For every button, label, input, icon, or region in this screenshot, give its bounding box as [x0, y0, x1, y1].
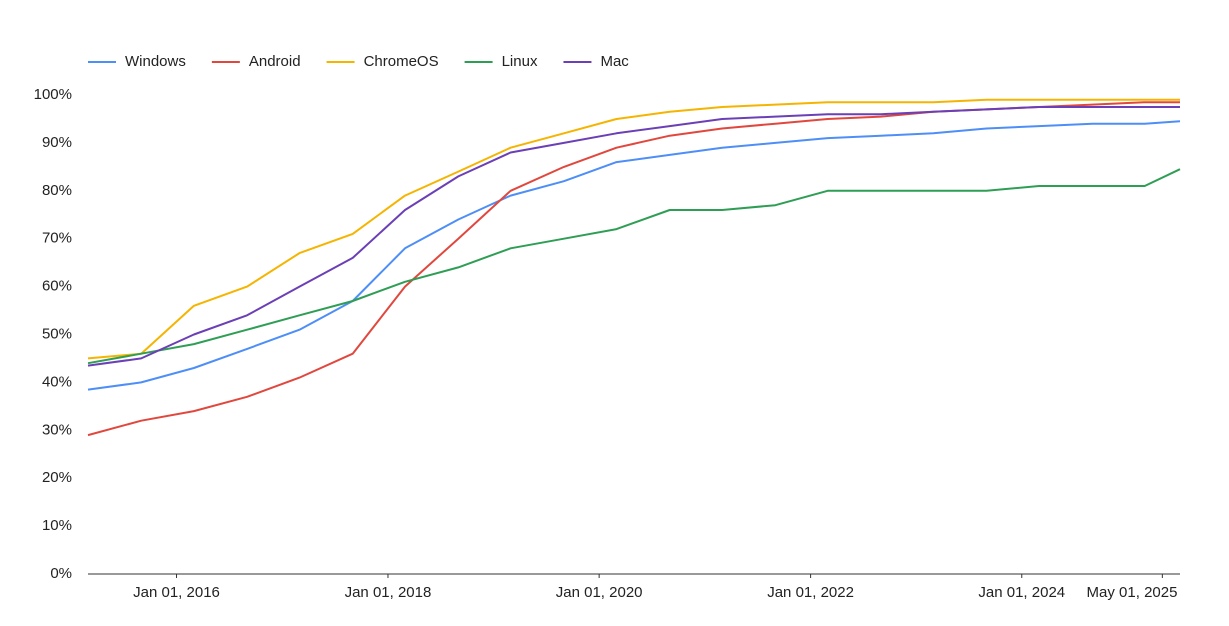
legend-label: Mac — [600, 53, 629, 70]
y-tick-label: 60% — [42, 278, 72, 295]
y-tick-label: 30% — [42, 421, 72, 438]
legend-label: Android — [249, 53, 301, 70]
x-tick-label: Jan 01, 2024 — [978, 584, 1065, 601]
x-tick-label: Jan 01, 2020 — [556, 584, 643, 601]
series-line — [87, 120, 1181, 391]
y-tick-label: 80% — [42, 182, 72, 199]
x-tick-label: Jan 01, 2022 — [767, 584, 854, 601]
legend-label: Windows — [125, 53, 186, 70]
y-tick-label: 90% — [42, 134, 72, 151]
series-line — [87, 168, 1181, 365]
series-line — [87, 101, 1180, 437]
y-tick-label: 70% — [42, 230, 72, 247]
y-tick-label: 40% — [42, 373, 72, 390]
y-tick-label: 50% — [42, 325, 72, 342]
x-tick-label: May 01, 2025 — [1087, 584, 1178, 601]
y-tick-label: 10% — [42, 517, 72, 534]
y-tick-label: 0% — [50, 565, 72, 582]
y-tick-label: 20% — [42, 469, 72, 486]
x-tick-label: Jan 01, 2018 — [345, 584, 432, 601]
y-tick-label: 100% — [34, 86, 72, 103]
series-line — [87, 98, 1180, 360]
series-line — [87, 106, 1180, 367]
legend-label: Linux — [502, 53, 538, 70]
legend-label: ChromeOS — [364, 53, 439, 70]
x-tick-label: Jan 01, 2016 — [133, 584, 220, 601]
